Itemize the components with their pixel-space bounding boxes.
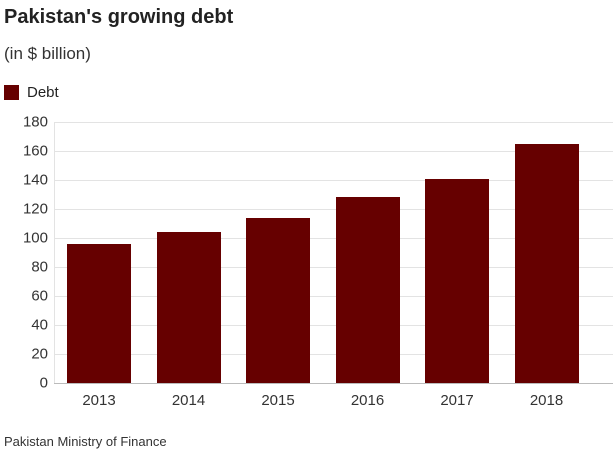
y-tick-label: 80 — [31, 258, 48, 276]
x-tick-label: 2015 — [261, 392, 295, 409]
y-tick-label: 0 — [39, 374, 48, 392]
y-tick-label: 140 — [22, 171, 48, 189]
bar-2017[interactable] — [425, 178, 489, 383]
x-tick-label: 2013 — [82, 392, 116, 409]
gridline — [54, 180, 613, 181]
x-tick-label: 2014 — [171, 392, 206, 409]
gridline — [54, 122, 613, 123]
x-axis-line — [54, 383, 613, 384]
legend: Debt — [4, 84, 59, 101]
bar-2018[interactable] — [514, 143, 579, 383]
y-tick-label: 40 — [31, 316, 48, 334]
x-tick-label: 2017 — [440, 392, 474, 409]
bar-2015[interactable] — [246, 217, 310, 383]
chart-title: Pakistan's growing debt — [4, 6, 234, 28]
bar-2013[interactable] — [67, 243, 131, 383]
y-tick-label: 60 — [31, 287, 48, 305]
x-tick-label: 2018 — [529, 392, 564, 409]
plot-area: 0 20 40 60 80 100 120 140 160 180 2013 2014 2015 2016… — [23, 114, 613, 409]
bar-2014[interactable] — [156, 232, 221, 383]
y-tick-label: 180 — [22, 113, 48, 131]
source-note: Pakistan Ministry of Finance — [4, 434, 167, 449]
gridline — [54, 209, 613, 210]
bar-2016[interactable] — [335, 197, 400, 383]
x-tick-label: 2016 — [350, 392, 385, 409]
gridline — [54, 325, 613, 326]
gridline — [54, 267, 613, 268]
gridline — [54, 354, 613, 355]
y-axis-line — [54, 122, 55, 383]
gridline — [54, 238, 613, 239]
legend-swatch — [4, 85, 19, 100]
y-tick-label: 160 — [22, 142, 48, 160]
y-tick-label: 20 — [31, 345, 48, 363]
gridline — [54, 151, 613, 152]
y-tick-label: 120 — [22, 200, 48, 218]
gridline — [54, 296, 613, 297]
legend-label: Debt — [27, 84, 59, 101]
y-tick-label: 100 — [22, 229, 48, 247]
chart-subtitle: (in $ billion) — [4, 44, 91, 63]
